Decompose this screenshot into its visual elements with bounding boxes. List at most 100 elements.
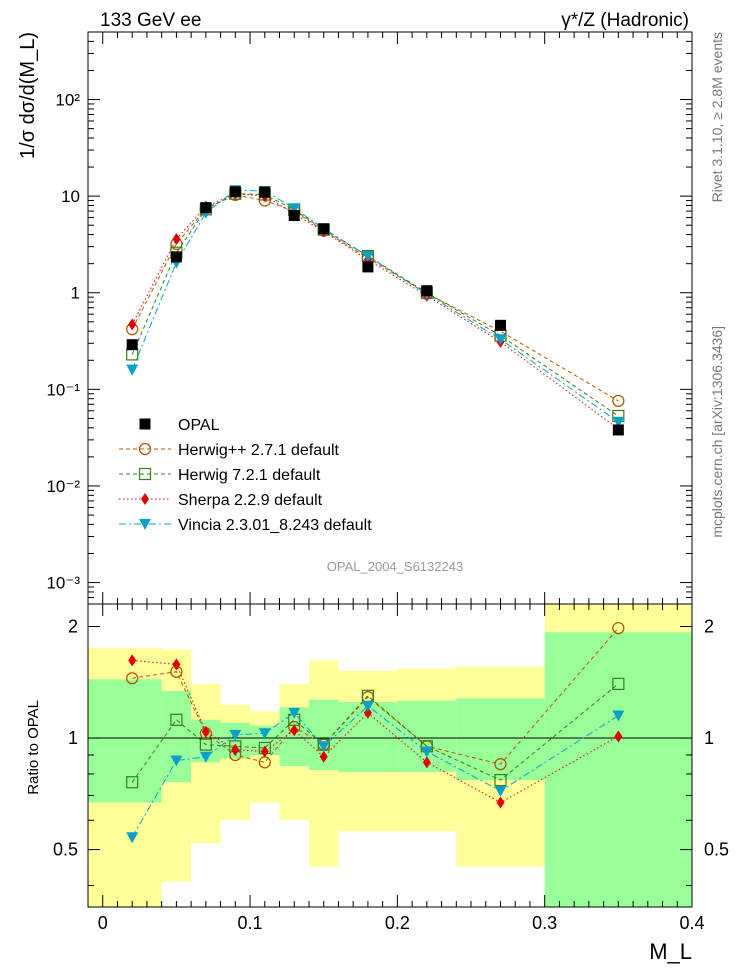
ratio-y-tick-label-right: 1 — [704, 728, 714, 748]
ratio-point-vincia — [288, 707, 301, 719]
main-y-tick-label: 10⁻³ — [46, 574, 80, 593]
ratio-point-vincia — [494, 785, 507, 797]
ratio-point-vincia — [258, 728, 271, 740]
ratio-point-sherpa — [496, 796, 505, 809]
legend-marker-vincia — [139, 519, 151, 530]
ratio-y-tick-label-right: 2 — [704, 616, 714, 636]
ratio-point-vincia — [612, 710, 625, 722]
main-y-axis-label: 1/σ dσ/d(M_L) — [17, 32, 39, 159]
main-line-vincia — [131, 189, 619, 423]
ratio-line-herwig7 — [131, 683, 619, 783]
ratio-point-vincia — [361, 701, 374, 713]
main-point-sherpa — [128, 318, 137, 331]
main-point-opal — [229, 186, 241, 198]
ratio-series-vincia — [126, 701, 625, 844]
main-series-sherpa — [128, 187, 623, 435]
main-point-opal — [288, 210, 300, 222]
ratio-point-sherpa — [201, 725, 210, 738]
ratio-point-sherpa — [614, 730, 623, 743]
ratio-band-inner — [88, 679, 162, 803]
main-point-opal — [318, 223, 330, 235]
main-point-opal — [126, 339, 138, 351]
ratio-band-outer — [220, 704, 251, 821]
ratio-point-sherpa — [290, 724, 299, 737]
main-point-opal — [362, 261, 374, 273]
main-point-opal — [200, 202, 212, 214]
main-series-opal — [126, 186, 624, 436]
ratio-point-herwig7 — [199, 738, 212, 751]
ratio-y-tick-label: 1 — [68, 728, 78, 748]
main-line-herwig7 — [131, 193, 619, 417]
main-point-herwigpp — [612, 394, 625, 408]
main-y-tick-label: 1 — [71, 284, 80, 303]
ratio-point-sherpa — [422, 756, 431, 769]
main-point-opal — [259, 186, 271, 198]
ratio-point-vincia — [126, 832, 139, 844]
ratio-point-vincia — [420, 746, 433, 758]
header-left-label: 133 GeV ee — [100, 10, 201, 31]
legend-label-vincia: Vincia 2.3.01_8.243 default — [178, 517, 372, 534]
ratio-band-inner — [544, 632, 692, 907]
ratio-point-sherpa — [128, 654, 137, 667]
legend-label-herwigpp: Herwig++ 2.7.1 default — [178, 442, 340, 459]
main-point-vincia — [288, 203, 301, 215]
ratio-x-tick-label: 0.3 — [532, 913, 557, 933]
ratio-point-sherpa — [172, 658, 181, 671]
axes: 10⁻³ 10⁻² 10⁻¹ 1 10 10² 1/σ dσ/d(M_L) 0 0.1 0.2 0.… — [17, 31, 729, 964]
ratio-point-sherpa — [260, 745, 269, 758]
ratio-point-herwigpp — [494, 758, 507, 771]
ratio-point-vincia — [317, 741, 330, 753]
legend-label-sherpa: Sherpa 2.2.9 default — [178, 492, 323, 509]
main-series-herwigpp — [126, 188, 625, 408]
ratio-point-sherpa — [231, 743, 240, 756]
rivet-side-label: Rivet 3.1.10, ≥ 2.8M events — [709, 32, 725, 202]
ratio-point-herwig7 — [494, 774, 507, 787]
ratio-series-herwig7 — [126, 677, 625, 789]
main-point-opal — [494, 319, 506, 331]
ratio-point-vincia — [229, 729, 242, 741]
ratio-point-vincia — [199, 751, 212, 763]
legend-marker-opal — [139, 418, 151, 430]
ratio-line-sherpa — [132, 659, 619, 804]
ratio-panel-series — [88, 621, 692, 844]
main-point-vincia — [361, 251, 374, 263]
main-point-sherpa — [172, 232, 181, 245]
legend-marker-herwigpp — [138, 442, 152, 456]
ratio-x-axis-label: M_L — [649, 939, 692, 964]
main-point-opal — [612, 424, 624, 436]
main-y-tick-label: 10 — [61, 187, 80, 206]
main-y-tick-label: 10² — [55, 91, 80, 110]
main-point-vincia — [612, 416, 625, 428]
main-series-vincia — [126, 185, 625, 428]
ratio-point-vincia — [170, 755, 183, 767]
legend-label-herwig7: Herwig 7.2.1 default — [178, 467, 321, 484]
ratio-y-tick-label: 0.5 — [53, 840, 78, 860]
ratio-band-outer — [191, 683, 221, 844]
ratio-point-sherpa — [363, 706, 372, 719]
analysis-id-label: OPAL_2004_S6132243 — [327, 559, 463, 574]
legend: OPAL Herwig++ 2.7.1 default Herwig 7.2.1 d… — [119, 417, 372, 534]
main-series-herwig7 — [126, 187, 625, 423]
main-y-tick-label: 10⁻¹ — [46, 380, 80, 399]
ratio-point-herwig7 — [612, 677, 625, 690]
ratio-y-tick-label-right: 0.5 — [704, 840, 729, 860]
ratio-point-herwigpp — [126, 672, 139, 685]
main-y-tick-label: 10⁻² — [46, 477, 80, 496]
legend-marker-sherpa — [141, 493, 149, 505]
main-point-vincia — [126, 364, 139, 376]
ratio-band-inner — [456, 698, 545, 781]
ratio-x-tick-label: 0 — [98, 913, 108, 933]
main-panel-series — [126, 185, 625, 436]
ratio-y-axis-label: Ratio to OPAL — [25, 700, 42, 795]
main-point-opal — [170, 251, 182, 263]
ratio-point-herwig7 — [170, 713, 183, 726]
main-line-herwigpp — [131, 194, 619, 402]
ratio-x-tick-label: 0.2 — [385, 913, 410, 933]
main-line-sherpa — [131, 193, 619, 430]
ratio-point-sherpa — [319, 750, 328, 763]
legend-marker-herwig7 — [138, 467, 152, 481]
main-point-herwig7 — [126, 348, 139, 361]
legend-label-opal: OPAL — [178, 417, 220, 434]
ratio-series-sherpa — [128, 654, 623, 809]
